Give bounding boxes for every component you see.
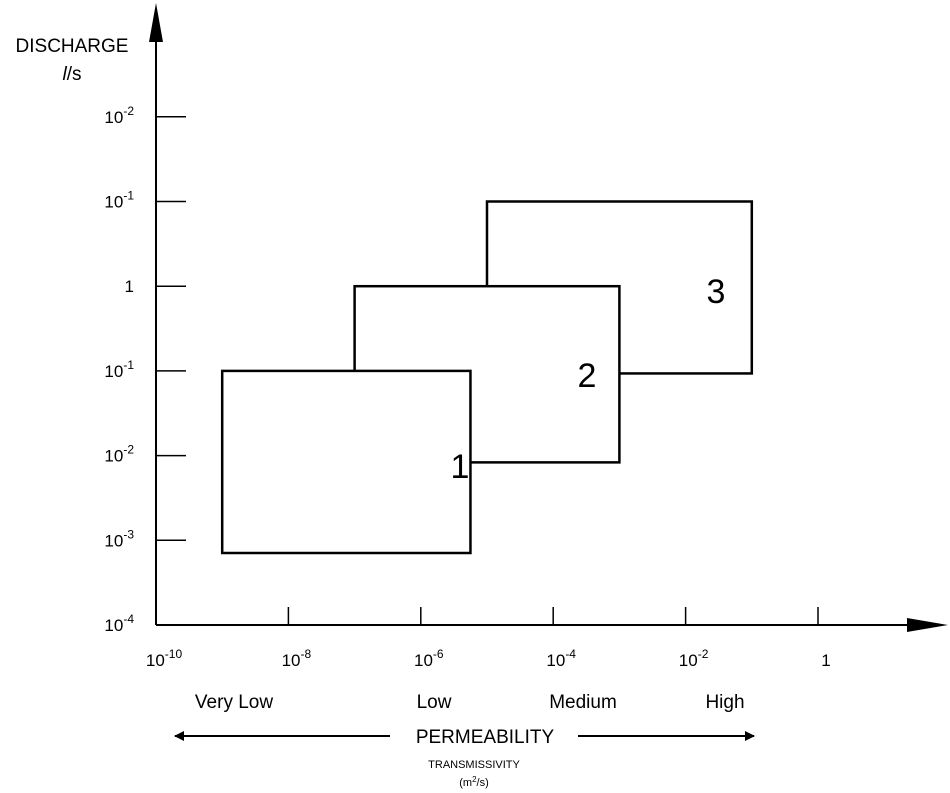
- y-axis-arrow: [149, 3, 163, 42]
- y-axis-ticks: 10-4 10-3 10-2 10-1 1 10-1 10-2: [104, 104, 186, 635]
- x-tick-label: 1: [821, 651, 830, 670]
- x-axis-ticks: 10-10 10-8 10-6 10-4 10-2 1: [146, 607, 831, 670]
- x-tick-label: 10-8: [282, 647, 312, 670]
- y-tick-label: 10-1: [104, 358, 134, 381]
- y-tick-label: 1: [125, 277, 134, 296]
- y-axis-unit: l/s: [62, 64, 81, 85]
- y-tick-label: 10-2: [104, 104, 134, 127]
- zone-2-label: 2: [578, 357, 597, 395]
- class-medium: Medium: [549, 692, 617, 713]
- class-high: High: [705, 692, 744, 713]
- x-tick-label: 10-2: [679, 647, 709, 670]
- y-tick-label: 10-1: [104, 189, 134, 212]
- transmissivity-title: TRANSMISSIVITY: [428, 759, 520, 771]
- class-very-low: Very Low: [195, 692, 273, 713]
- zone-1-box: [220, 369, 472, 555]
- zone-1-label: 1: [451, 448, 470, 486]
- class-low: Low: [417, 692, 452, 713]
- permeability-title: PERMEABILITY: [416, 727, 555, 748]
- x-axis-arrow: [907, 618, 948, 632]
- x-tick-label: 10-10: [146, 647, 183, 670]
- x-tick-label: 10-6: [414, 647, 444, 670]
- transmissivity-unit: (m2/s): [459, 775, 489, 789]
- y-tick-label: 10-2: [104, 443, 134, 466]
- y-tick-label: 10-4: [104, 612, 134, 635]
- zone-boxes: 3 2 1: [220, 200, 754, 555]
- y-tick-label: 10-3: [104, 527, 134, 550]
- x-tick-label: 10-4: [546, 647, 576, 670]
- y-axis-title: DISCHARGE: [16, 36, 129, 57]
- zone-3-label: 3: [707, 273, 726, 311]
